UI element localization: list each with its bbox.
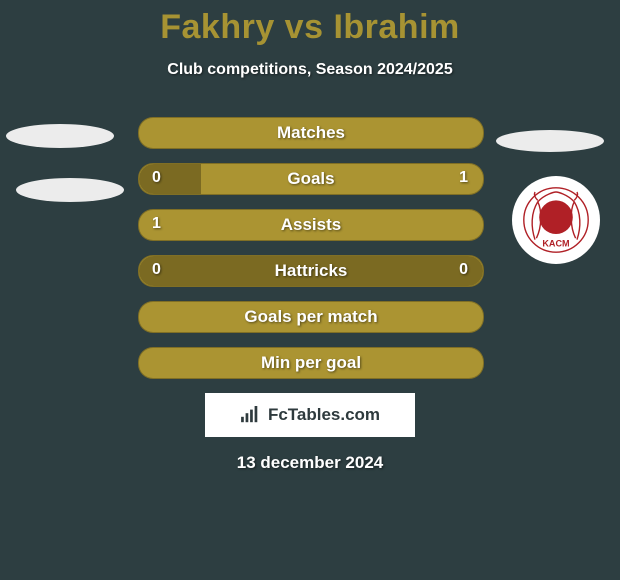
stat-bar: Assists (138, 209, 484, 241)
stat-label: Goals (139, 164, 483, 194)
fctables-label: FcTables.com (268, 405, 380, 425)
stat-row: Matches (0, 117, 620, 147)
date-text: 13 december 2024 (0, 453, 620, 473)
stat-row: Min per goal (0, 347, 620, 377)
stat-row: Goals0 1 (0, 163, 620, 193)
stat-label: Goals per match (139, 302, 483, 332)
stat-bar: Goals per match (138, 301, 484, 333)
page-title: Fakhry vs Ibrahim (0, 0, 620, 47)
stat-value-right: 1 (459, 163, 468, 193)
stat-label: Matches (139, 118, 483, 148)
stat-bar: Matches (138, 117, 484, 149)
stat-value-left: 0 (152, 255, 161, 285)
stat-bar: Hattricks (138, 255, 484, 287)
fctables-watermark: FcTables.com (205, 393, 415, 437)
stat-label: Min per goal (139, 348, 483, 378)
stat-row: Hattricks0 0 (0, 255, 620, 285)
stat-value-right: 0 (459, 255, 468, 285)
stat-bar: Goals (138, 163, 484, 195)
stat-bar: Min per goal (138, 347, 484, 379)
stat-row: Goals per match (0, 301, 620, 331)
stat-value-left: 0 (152, 163, 161, 193)
stat-label: Hattricks (139, 256, 483, 286)
stat-label: Assists (139, 210, 483, 240)
bars-icon (240, 406, 262, 424)
page-subtitle: Club competitions, Season 2024/2025 (0, 61, 620, 79)
stat-value-left: 1 (152, 209, 161, 239)
comparison-card: Fakhry vs Ibrahim Club competitions, Sea… (0, 0, 620, 580)
stat-row: Assists1 (0, 209, 620, 239)
club-badge-text: KACM (542, 239, 569, 249)
